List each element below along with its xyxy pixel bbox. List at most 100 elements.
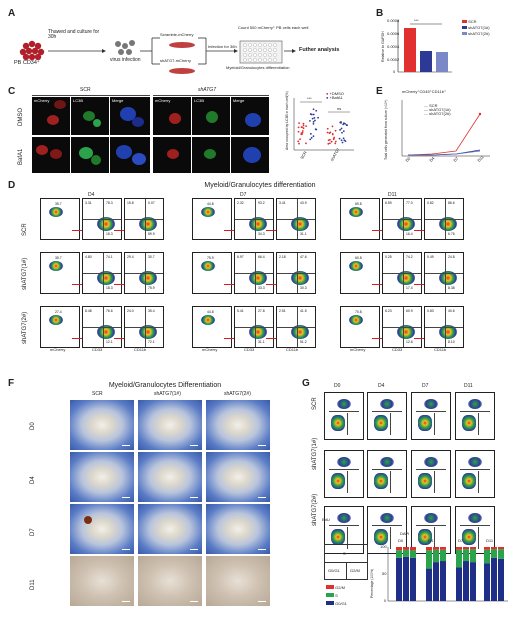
g-bar-segment xyxy=(470,547,476,550)
g-day-2: D7 xyxy=(422,383,429,389)
g-row-1: shATG7(1#) xyxy=(312,437,318,470)
g-bar-segment xyxy=(410,550,416,558)
d-gate-arrow xyxy=(266,338,280,339)
scatter-point xyxy=(305,142,307,145)
g-bar-segment xyxy=(433,562,439,601)
d-gate-arrow xyxy=(114,230,128,231)
d-quad-value: 8.38 xyxy=(448,286,455,290)
c-sig-0: *** xyxy=(307,96,312,101)
scatter-point xyxy=(334,129,337,132)
d-quad-value: 12.6 xyxy=(406,340,413,344)
d-row-0: SCR xyxy=(22,223,28,236)
c-row-dmso: DMSO xyxy=(18,108,24,126)
scatter-point xyxy=(302,124,305,127)
g-bar-segment xyxy=(440,561,446,601)
scatter-point xyxy=(342,137,345,140)
d-quad-value: 44.8 xyxy=(207,310,214,314)
d-gate-arrow xyxy=(72,284,86,285)
scatter-point xyxy=(340,139,343,142)
scatter-point xyxy=(341,141,344,144)
g-ylabel: Percentage (100%) xyxy=(370,568,374,598)
scramble-label: Scramble-mCherry xyxy=(160,32,194,37)
d-flow-plot: 15.8 0.07 89.9 xyxy=(124,198,164,240)
g-bar-segment xyxy=(396,547,402,551)
g-bar-segment xyxy=(426,550,432,569)
panel-a-schematic xyxy=(19,37,296,74)
scatter-point xyxy=(314,128,317,131)
b-legend-sh1: shATG7(1#) xyxy=(468,25,490,30)
d-xaxis-label: CD11b xyxy=(134,347,147,352)
d-quad-value: 29.4 xyxy=(127,255,134,259)
f-colony-image xyxy=(70,400,134,450)
d-gate-arrow xyxy=(414,284,428,285)
e-series-scr xyxy=(407,113,481,156)
scatter-point xyxy=(313,116,316,119)
g-bar-segment xyxy=(456,567,462,601)
d-flow-plot: 6.23 60.9 12.6 xyxy=(382,306,422,348)
scatter-point xyxy=(297,140,300,143)
scatter-point xyxy=(331,133,334,136)
g-row-0: SCR xyxy=(312,397,318,410)
d-quad-value: 18.3 xyxy=(106,232,113,236)
g-bar-segment xyxy=(426,547,432,551)
d-quad-value: 86.6 xyxy=(448,201,455,205)
g-bar-segment xyxy=(396,550,402,558)
d-quad-value: 6.59 xyxy=(385,201,392,205)
d-flow-plot: 0.25 74.2 17.4 xyxy=(382,252,422,294)
b-legend-scr: SCR xyxy=(468,19,477,24)
d-flow-plot: 35.7 xyxy=(40,252,80,294)
panel-b-label: B xyxy=(376,8,384,19)
f-colony-image xyxy=(138,504,202,554)
b-ytick-3: 0.0002 xyxy=(387,57,400,62)
scatter-point xyxy=(312,113,315,116)
d-xaxis-label: mCherry xyxy=(50,347,66,352)
d-flow-plot: 0.49 24.8 8.38 xyxy=(424,252,464,294)
d-quad-value: 74.1 xyxy=(106,255,113,259)
scatter-point xyxy=(315,109,318,112)
scatter-point xyxy=(298,142,300,145)
f-row-2: D7 xyxy=(30,528,36,536)
d-xaxis-label: CD33 xyxy=(244,347,255,352)
d-gate-arrow xyxy=(266,230,280,231)
d-flow-plot: 75.9 xyxy=(192,252,232,294)
d-quad-value: 93.2 xyxy=(258,201,265,205)
f-colony-image xyxy=(206,452,270,502)
g-bar-segment xyxy=(470,562,476,601)
g-bar-segment xyxy=(433,549,439,563)
scatter-point xyxy=(311,117,314,120)
d-quad-value: 44.8 xyxy=(207,202,214,206)
d-quad-value: 43.9 xyxy=(300,201,307,205)
scatter-point xyxy=(332,137,335,140)
d-quad-value: 2.51 xyxy=(279,309,286,313)
d-quad-value: 0.25 xyxy=(385,255,392,259)
f-title: Myeloid/Granulocytes Differentiation xyxy=(108,382,222,389)
g-bar-segment xyxy=(396,557,402,601)
d-gate-arrow xyxy=(224,284,238,285)
d-quad-value: 30.7 xyxy=(148,255,155,259)
c-row-bafa1: BafA1 xyxy=(18,148,24,165)
b-sig: *** xyxy=(414,18,419,23)
scatter-point xyxy=(326,127,329,130)
scatter-point xyxy=(305,125,308,128)
f-row-0: D0 xyxy=(30,422,36,430)
g-bar-segment xyxy=(456,549,462,568)
scatter-point xyxy=(298,122,300,125)
bar-shatg7-1 xyxy=(420,51,432,72)
d-flow-plot: 3.31 78.3 18.3 xyxy=(82,198,122,240)
g-bar-segment xyxy=(491,549,497,558)
g-gate-s: S xyxy=(343,551,346,556)
scatter-point xyxy=(345,124,348,126)
g-flow-plot xyxy=(411,392,451,440)
scatter-point xyxy=(310,136,313,139)
g-bar-segment xyxy=(410,557,416,601)
diff-label: Myeloid/Granulocytes differentiation xyxy=(226,65,290,70)
scatter-point xyxy=(344,122,347,125)
scatter-point xyxy=(330,140,333,143)
d-gate-arrow xyxy=(266,284,280,285)
scatter-point xyxy=(334,142,337,145)
c-scatter-chart xyxy=(293,98,354,151)
e-line-chart xyxy=(401,100,490,157)
d-row-1: shATG7(1#) xyxy=(22,257,28,290)
d-quad-value: 3.31 xyxy=(85,201,92,205)
f-colony-image xyxy=(70,556,134,606)
